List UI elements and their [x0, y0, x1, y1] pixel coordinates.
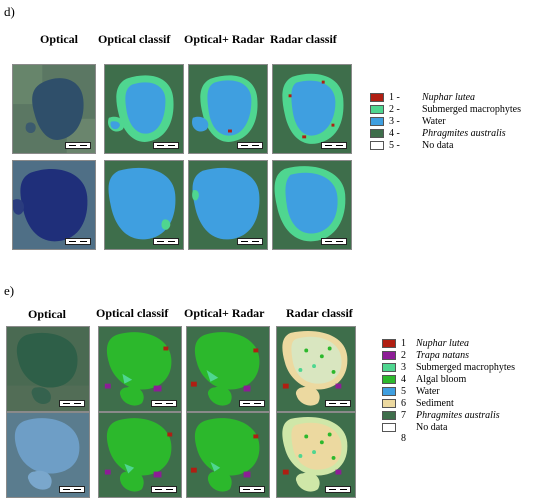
legend-swatch [370, 117, 384, 126]
panel-d-radar-classif-image-2 [272, 160, 352, 250]
panel-e-col-radar-classif: Radar classif [286, 306, 353, 320]
scale-bar [153, 142, 179, 149]
panel-e-radar-classif-image-1 [276, 326, 356, 412]
scale-bar [59, 486, 85, 493]
legend-swatch [370, 105, 384, 114]
scale-bar [239, 400, 265, 407]
panel-e-col-optical-classif: Optical classif [96, 306, 169, 320]
scale-bar [325, 486, 351, 493]
legend-item: 4 - Phragmites australis [370, 128, 546, 140]
legend-item: 5 - No data [370, 140, 546, 152]
scale-bar [321, 238, 347, 245]
legend-item: 3 - Water [370, 116, 546, 128]
legend-item: 1 Nuphar lutea [382, 338, 546, 350]
panel-e-optical-radar-image-1 [186, 326, 270, 412]
legend-item: 2 - Submerged macrophytes [370, 104, 546, 116]
legend-swatch [382, 339, 396, 348]
panel-d-col-radar-classif: Radar classif [270, 32, 337, 46]
legend-item: 6 Sediment [382, 398, 546, 410]
panel-e-col-optical-radar: Optical+ Radar [184, 306, 265, 320]
panel-d-label: d) [4, 4, 15, 19]
panel-e-label: e) [4, 283, 15, 298]
legend-swatch [382, 399, 396, 408]
legend-item: 2 Trapa natans [382, 350, 546, 362]
panel-d-optical-classif-image-1 [104, 64, 184, 154]
scale-bar [237, 238, 263, 245]
legend-item: 5 Water [382, 386, 546, 398]
scale-bar [59, 400, 85, 407]
scale-bar [151, 400, 177, 407]
panel-d-optical-classif-image-2 [104, 160, 184, 250]
panel-d-col-optical-radar: Optical+ Radar [184, 32, 265, 46]
legend-swatch [370, 141, 384, 150]
panel-e-col-optical: Optical [28, 307, 66, 321]
panel-d-optical-image-2 [12, 160, 96, 250]
panel-e-optical-image-2 [6, 412, 90, 498]
legend-swatch [370, 129, 384, 138]
scale-bar [325, 400, 351, 407]
scale-bar [321, 142, 347, 149]
legend-swatch [382, 375, 396, 384]
panel-e-optical-classif-image-2 [98, 412, 182, 498]
legend-swatch [370, 93, 384, 102]
panel-e-optical-image-1 [6, 326, 90, 412]
legend-item: 3 Submerged macrophytes [382, 362, 546, 374]
legend-swatch [382, 387, 396, 396]
panel-d-col-optical-classif: Optical classif [98, 32, 171, 46]
legend-item: 4 Algal bloom [382, 374, 546, 386]
scale-bar [65, 238, 91, 245]
legend-swatch [382, 411, 396, 420]
scale-bar [151, 486, 177, 493]
panel-d-optical-image-1 [12, 64, 96, 154]
legend-swatch [382, 423, 396, 432]
legend-item: No data 8 [382, 422, 546, 444]
scale-bar [237, 142, 263, 149]
legend-swatch [382, 351, 396, 360]
panel-d-radar-classif-image-1 [272, 64, 352, 154]
panel-d-optical-radar-image-2 [188, 160, 268, 250]
panel-e-radar-classif-image-2 [276, 412, 356, 498]
panel-e-legend: 1 Nuphar lutea 2 Trapa natans 3 Submerge… [382, 338, 546, 444]
scale-bar [65, 142, 91, 149]
panel-e-optical-classif-image-1 [98, 326, 182, 412]
scale-bar [153, 238, 179, 245]
panel-d-optical-radar-image-1 [188, 64, 268, 154]
legend-item: 1 - Nuphar lutea [370, 92, 546, 104]
legend-item: 7 Phragmites australis [382, 410, 546, 422]
scale-bar [239, 486, 265, 493]
panel-e-optical-radar-image-2 [186, 412, 270, 498]
panel-d-legend: 1 - Nuphar lutea 2 - Submerged macrophyt… [370, 92, 546, 152]
legend-swatch [382, 363, 396, 372]
panel-d-col-optical: Optical [40, 32, 78, 46]
